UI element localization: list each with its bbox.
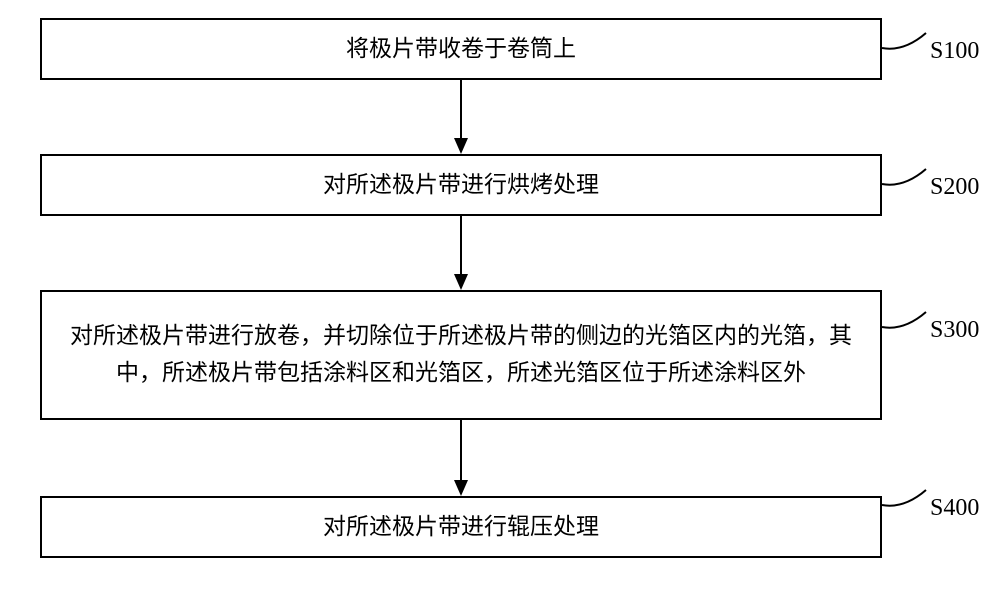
step-s100-text: 将极片带收卷于卷筒上 <box>346 31 576 68</box>
step-s200-tick <box>882 169 926 184</box>
flowchart-canvas: 将极片带收卷于卷筒上 S100 对所述极片带进行烘烤处理 S200 对所述极片带… <box>0 0 1000 592</box>
step-s100-box: 将极片带收卷于卷筒上 <box>40 18 882 80</box>
step-s400-text: 对所述极片带进行辊压处理 <box>323 509 599 546</box>
arrow-s200-s300 <box>454 216 468 290</box>
step-s200-label: S200 <box>930 174 979 201</box>
arrow-s300-s400 <box>454 420 468 496</box>
step-s100-label: S100 <box>930 38 979 65</box>
step-s400-box: 对所述极片带进行辊压处理 <box>40 496 882 558</box>
arrow-s100-s200 <box>454 80 468 154</box>
step-s400-label: S400 <box>930 495 979 522</box>
step-s200-box: 对所述极片带进行烘烤处理 <box>40 154 882 216</box>
step-s300-label: S300 <box>930 317 979 344</box>
step-s200-text: 对所述极片带进行烘烤处理 <box>323 167 599 204</box>
step-s300-text: 对所述极片带进行放卷，并切除位于所述极片带的侧边的光箔区内的光箔，其中，所述极片… <box>58 318 864 392</box>
step-s400-tick <box>882 490 926 505</box>
step-s100-tick <box>882 33 926 48</box>
step-s300-tick <box>882 312 926 327</box>
step-s300-box: 对所述极片带进行放卷，并切除位于所述极片带的侧边的光箔区内的光箔，其中，所述极片… <box>40 290 882 420</box>
